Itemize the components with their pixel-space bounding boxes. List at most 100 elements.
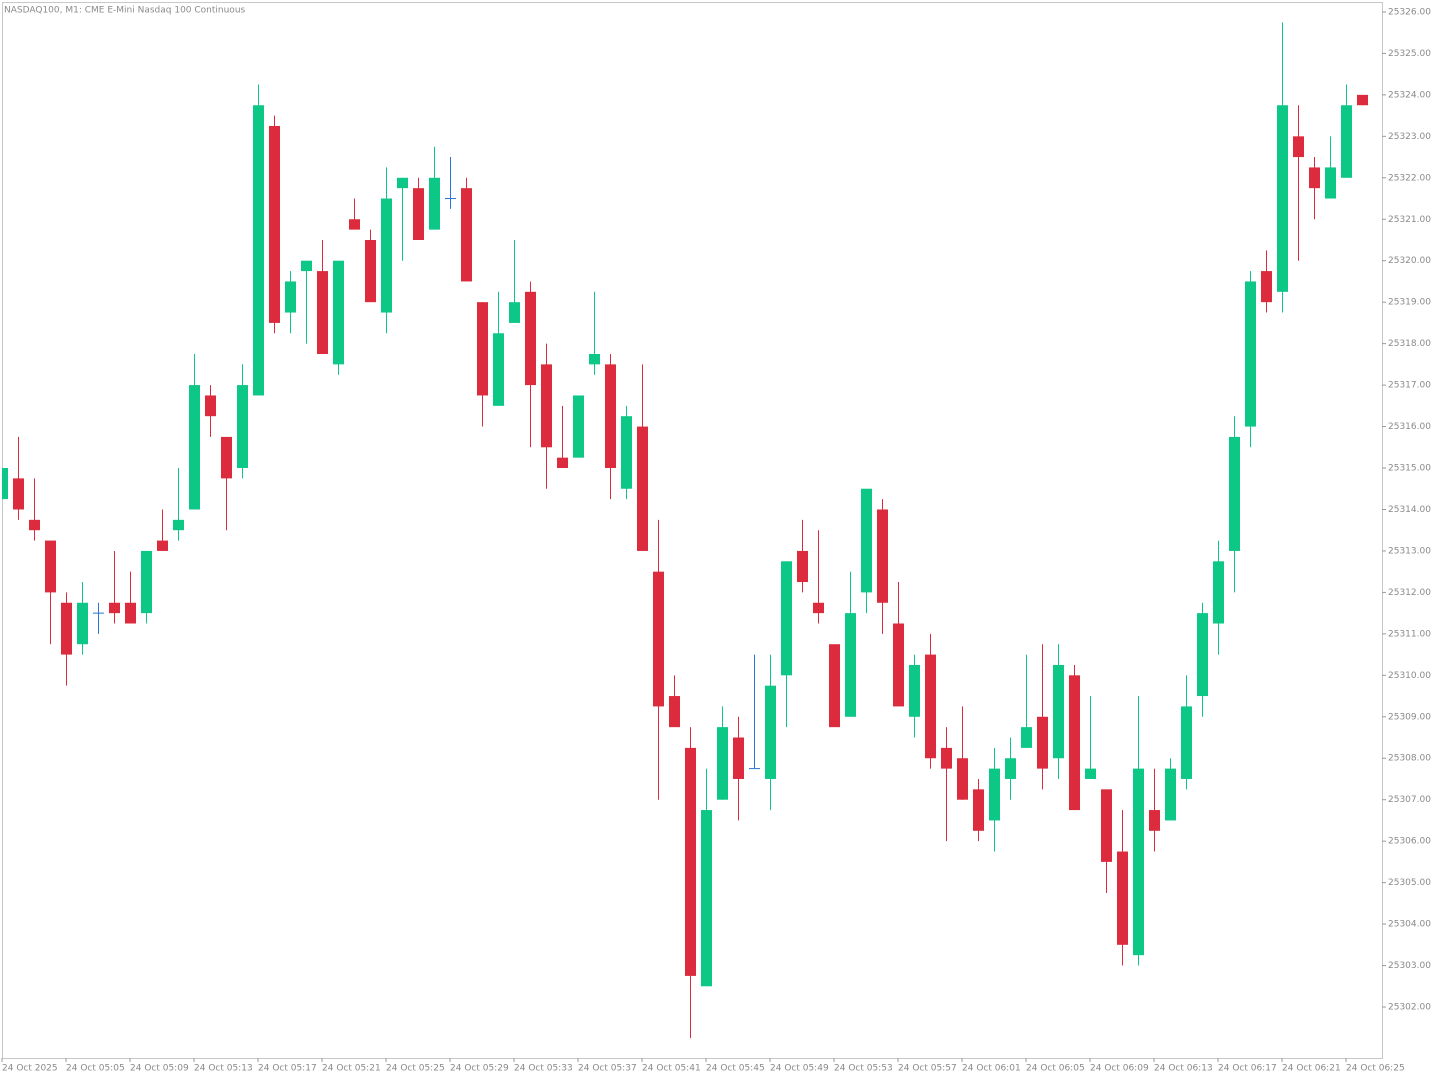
y-tick-label: 25308.00 (1388, 754, 1431, 764)
y-tick-label: 25307.00 (1388, 795, 1431, 805)
candle-body (893, 623, 904, 707)
candle-body (845, 613, 856, 717)
candle-body (1309, 167, 1320, 189)
x-tick-label: 24 Oct 06:17 (1218, 1064, 1277, 1074)
candle-body (701, 810, 712, 987)
x-tick-label: 24 Oct 06:13 (1154, 1064, 1213, 1074)
candle-body (141, 550, 152, 614)
candle-body (1245, 281, 1256, 427)
candle-body (189, 385, 200, 510)
candle-body (1165, 768, 1176, 821)
candle-body (909, 664, 920, 717)
candle-body (1069, 675, 1080, 811)
y-tick-label: 25321.00 (1388, 215, 1431, 225)
candle-body (765, 685, 776, 779)
y-tick-label: 25310.00 (1388, 671, 1431, 681)
candle-body (1021, 727, 1032, 748)
x-tick-label: 24 Oct 05:49 (770, 1064, 829, 1074)
candle-body (1053, 664, 1064, 759)
x-tick-label: 24 Oct 05:29 (450, 1064, 509, 1074)
x-tick-label: 24 Oct 05:05 (66, 1064, 125, 1074)
candle-body (1005, 758, 1016, 779)
candle-body (1341, 105, 1352, 178)
candle-body (1181, 706, 1192, 779)
candle-body (285, 281, 296, 313)
plot-frame (2, 2, 1383, 1059)
candles (2, 22, 1368, 1039)
candle-body (173, 519, 184, 531)
y-tick-label: 25320.00 (1388, 256, 1431, 266)
candle-body (781, 561, 792, 676)
candle-body (1277, 105, 1288, 292)
candle-body (589, 354, 600, 365)
y-tick-label: 25323.00 (1388, 132, 1431, 142)
candle-body (365, 239, 376, 303)
candle-body (1213, 561, 1224, 624)
y-tick-label: 25324.00 (1388, 90, 1431, 100)
candle-body (333, 260, 344, 365)
candle-body (1261, 271, 1272, 303)
x-tick-label: 24 Oct 05:25 (386, 1064, 445, 1074)
candle-body (381, 198, 392, 313)
candle-body (797, 550, 808, 583)
x-tick-label: 24 Oct 05:13 (194, 1064, 253, 1074)
candle-body (2, 468, 8, 500)
candle-body (253, 105, 264, 396)
x-tick-label: 24 Oct 06:05 (1026, 1064, 1085, 1074)
candle-body (637, 426, 648, 551)
x-tick-label: 24 Oct 06:25 (1346, 1064, 1405, 1074)
candle-body (573, 395, 584, 458)
candle-body (669, 696, 680, 728)
candle-body (1037, 716, 1048, 769)
candle-body (621, 416, 632, 489)
y-tick-label: 25326.00 (1388, 7, 1431, 17)
candle-body (413, 188, 424, 240)
candle-body (685, 747, 696, 976)
x-tick-label: 24 Oct 05:57 (898, 1064, 957, 1074)
candle-body (541, 364, 552, 448)
candle-body (653, 571, 664, 707)
y-tick-label: 25309.00 (1388, 712, 1431, 722)
candle-body (125, 602, 136, 624)
y-tick-label: 25322.00 (1388, 173, 1431, 183)
candle-body (77, 602, 88, 645)
candle-body (221, 436, 232, 479)
candle-body (493, 333, 504, 406)
y-tick-label: 25303.00 (1388, 961, 1431, 971)
y-tick-label: 25305.00 (1388, 878, 1431, 888)
x-tick-label: 24 Oct 2025 (2, 1064, 58, 1074)
candle-body (973, 789, 984, 831)
y-tick-label: 25314.00 (1388, 505, 1431, 515)
candle-body (957, 758, 968, 800)
y-tick-label: 25313.00 (1388, 546, 1431, 556)
candle-body (941, 747, 952, 769)
candle-body (1229, 436, 1240, 551)
candle-body (157, 540, 168, 551)
y-tick-label: 25319.00 (1388, 298, 1431, 308)
x-tick-label: 24 Oct 05:41 (642, 1064, 701, 1074)
x-tick-label: 24 Oct 06:21 (1282, 1064, 1341, 1074)
candle-body (717, 727, 728, 800)
candle-body (397, 177, 408, 189)
x-tick-label: 24 Oct 06:01 (962, 1064, 1021, 1074)
candle-body (317, 271, 328, 354)
candle-body (733, 737, 744, 779)
candle-body (13, 478, 24, 510)
candle-body (1325, 167, 1336, 199)
y-tick-label: 25315.00 (1388, 464, 1431, 474)
x-tick-label: 24 Oct 05:33 (514, 1064, 573, 1074)
candle-body (813, 602, 824, 614)
candle-body (1293, 136, 1304, 158)
x-tick-label: 24 Oct 05:53 (834, 1064, 893, 1074)
candle-body (557, 457, 568, 469)
candle-body (509, 302, 520, 323)
candle-body (61, 602, 72, 655)
x-tick-label: 24 Oct 05:21 (322, 1064, 381, 1074)
candle-body (429, 177, 440, 230)
y-tick-label: 25317.00 (1388, 381, 1431, 391)
y-tick-label: 25316.00 (1388, 422, 1431, 432)
candle-body (861, 488, 872, 593)
y-tick-label: 25325.00 (1388, 49, 1431, 59)
y-tick-label: 25312.00 (1388, 588, 1431, 598)
candle-body (477, 302, 488, 396)
